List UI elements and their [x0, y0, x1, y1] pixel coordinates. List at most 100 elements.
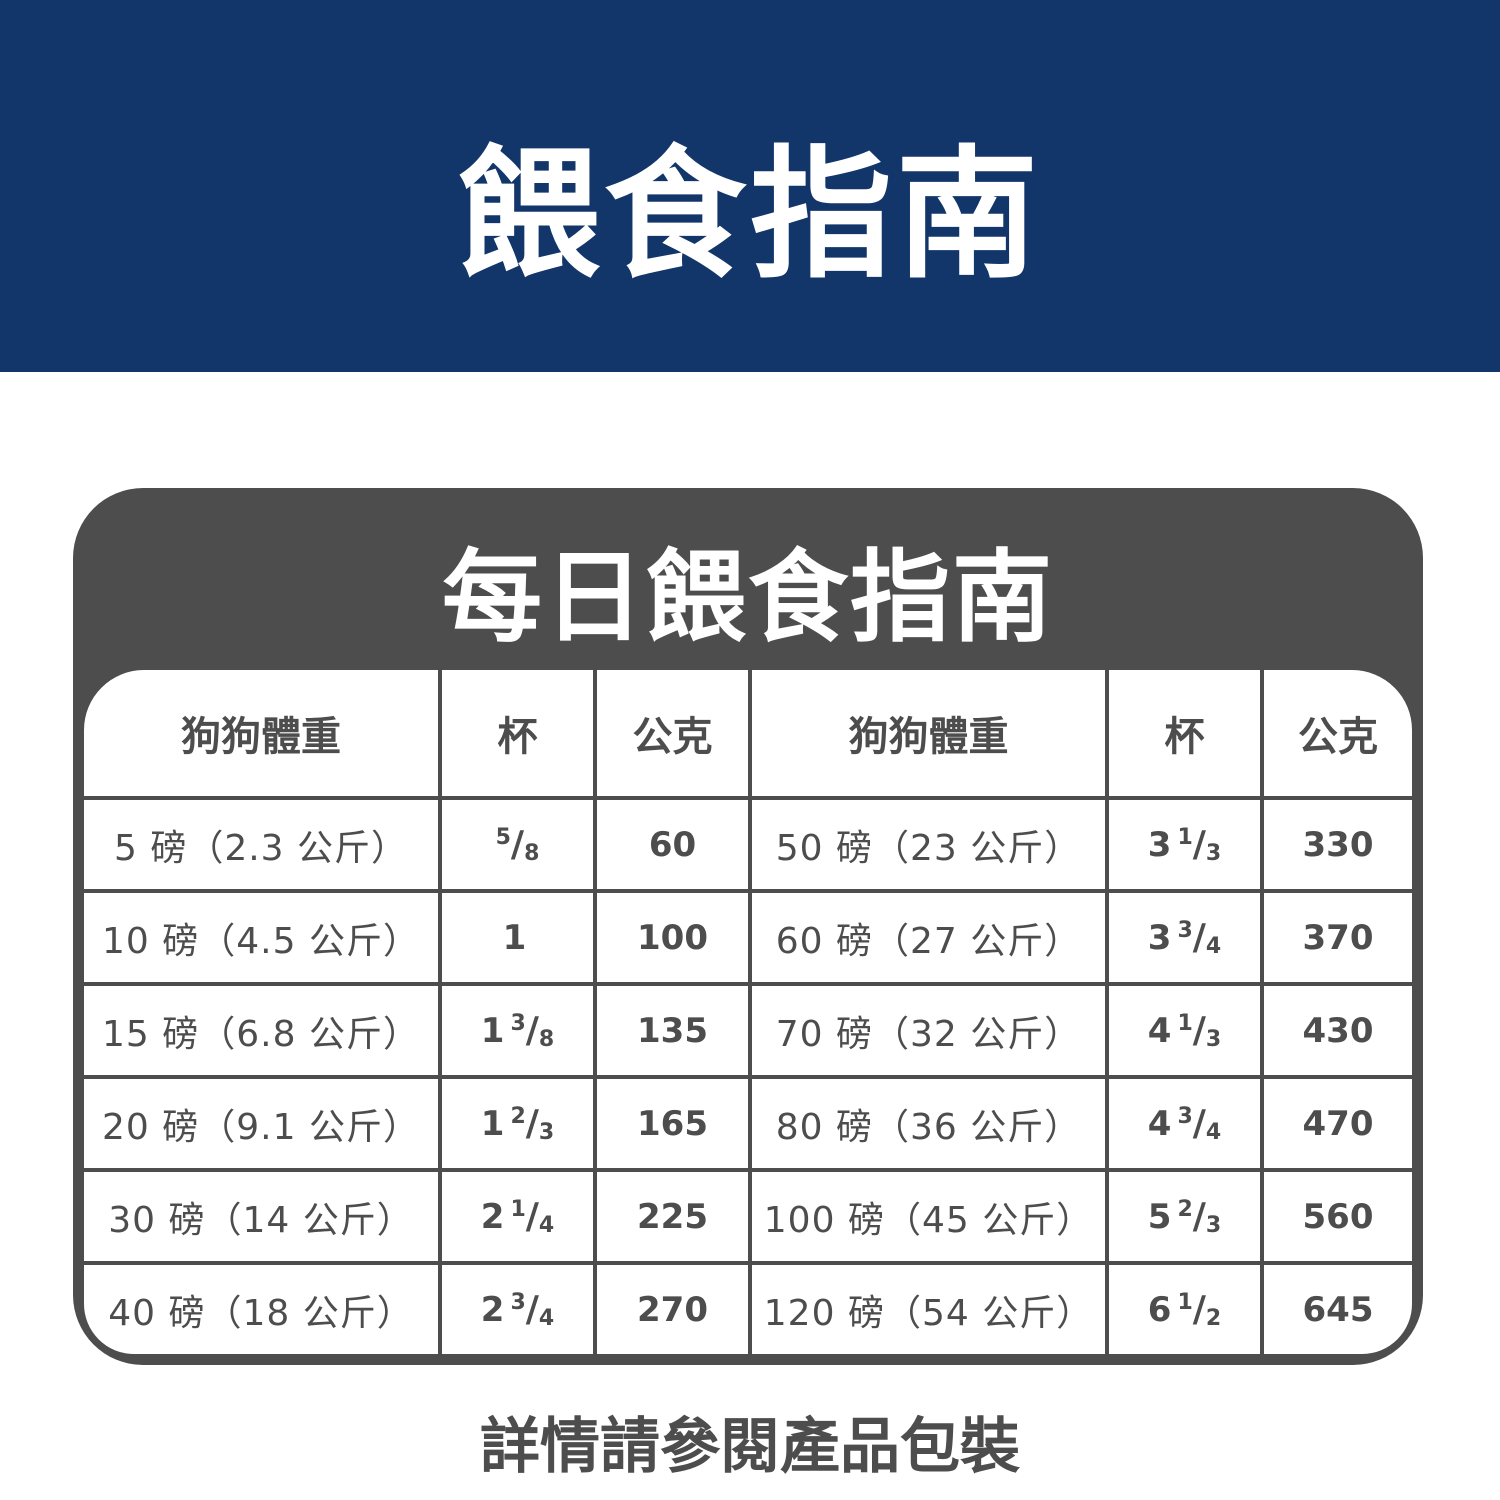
cups-cell: 3 3/4 — [1105, 889, 1264, 986]
cups-cell: 2 3/4 — [438, 1261, 597, 1354]
header-grams: 公克 — [593, 670, 752, 800]
cups-cell: 5/8 — [438, 796, 597, 893]
table-row: 40 磅（18 公斤） 2 3/4 270 120 磅（54 公斤） 6 1/2 645 — [84, 1261, 1412, 1354]
weight-cell: 50 磅（23 公斤） — [748, 796, 1109, 893]
cups-cell: 5 2/3 — [1105, 1168, 1264, 1265]
header-cups: 杯 — [1105, 670, 1264, 800]
table-row: 15 磅（6.8 公斤） 1 3/8 135 70 磅（32 公斤） 4 1/3 430 — [84, 982, 1412, 1079]
weight-cell: 5 磅（2.3 公斤） — [84, 796, 442, 893]
cup-fraction-slash: / — [525, 1009, 539, 1051]
cup-numerator: 3 — [1177, 917, 1193, 943]
cup-denominator: 4 — [1205, 1119, 1222, 1145]
cup-whole: 2 — [480, 1289, 505, 1330]
cup-whole: 1 — [480, 1010, 505, 1051]
cup-numerator: 1 — [510, 1196, 526, 1222]
header-weight: 狗狗體重 — [748, 670, 1109, 800]
weight-cell: 40 磅（18 公斤） — [84, 1261, 442, 1354]
cup-whole: 1 — [480, 1103, 505, 1144]
cup-denominator: 4 — [538, 1212, 555, 1238]
cup-whole: 1 — [502, 917, 527, 958]
feeding-guide-card: 每日餵食指南 狗狗體重 杯 公克 狗狗體重 杯 公克 5 磅（2.3 公斤） 5/… — [73, 488, 1423, 1365]
cup-numerator: 3 — [1177, 1103, 1193, 1129]
cup-fraction-slash: / — [1192, 1102, 1206, 1144]
grams-cell: 330 — [1260, 796, 1412, 893]
cup-numerator: 3 — [510, 1289, 526, 1315]
cup-whole: 6 — [1147, 1289, 1172, 1330]
table-row: 5 磅（2.3 公斤） 5/8 60 50 磅（23 公斤） 3 1/3 330 — [84, 796, 1412, 893]
cup-numerator: 1 — [1177, 1289, 1193, 1315]
header-weight: 狗狗體重 — [84, 670, 442, 800]
header-cups: 杯 — [438, 670, 597, 800]
card-title: 每日餵食指南 — [442, 539, 1054, 656]
weight-cell: 30 磅（14 公斤） — [84, 1168, 442, 1265]
cup-fraction-slash: / — [1192, 1195, 1206, 1237]
cup-denominator: 8 — [538, 1026, 555, 1052]
grams-cell: 270 — [593, 1261, 752, 1354]
cup-fraction-slash: / — [525, 1102, 539, 1144]
cups-cell: 1 3/8 — [438, 982, 597, 1079]
cup-numerator: 2 — [1177, 1196, 1193, 1222]
cup-fraction-slash: / — [1192, 1009, 1206, 1051]
grams-cell: 60 — [593, 796, 752, 893]
feeding-table: 狗狗體重 杯 公克 狗狗體重 杯 公克 5 磅（2.3 公斤） 5/8 60 50 磅… — [84, 670, 1412, 1354]
cup-whole: 3 — [1147, 824, 1172, 865]
cup-whole: 3 — [1147, 917, 1172, 958]
cup-fraction-slash: / — [510, 823, 525, 865]
cups-cell: 4 3/4 — [1105, 1075, 1264, 1172]
cup-numerator: 1 — [1177, 824, 1193, 850]
cup-denominator: 3 — [538, 1119, 555, 1145]
cups-cell: 1 — [438, 889, 597, 986]
cup-fraction-slash: / — [1192, 1288, 1206, 1330]
weight-cell: 100 磅（45 公斤） — [748, 1168, 1109, 1265]
weight-cell: 80 磅（36 公斤） — [748, 1075, 1109, 1172]
banner-title: 餵食指南 — [458, 133, 1042, 298]
cup-whole: 4 — [1147, 1010, 1172, 1051]
grams-cell: 135 — [593, 982, 752, 1079]
footer-note: 詳情請參閱產品包裝 — [480, 1412, 1020, 1482]
grams-cell: 225 — [593, 1168, 752, 1265]
grams-cell: 645 — [1260, 1261, 1412, 1354]
cup-numerator: 5 — [495, 824, 511, 850]
cup-fraction-slash: / — [525, 1195, 539, 1237]
cup-numerator: 1 — [1177, 1010, 1193, 1036]
cup-denominator: 4 — [1205, 933, 1222, 959]
grams-cell: 560 — [1260, 1168, 1412, 1265]
cups-cell: 3 1/3 — [1105, 796, 1264, 893]
cup-denominator: 2 — [1205, 1305, 1222, 1331]
cup-whole: 5 — [1147, 1196, 1172, 1237]
grams-cell: 430 — [1260, 982, 1412, 1079]
grams-cell: 470 — [1260, 1075, 1412, 1172]
cup-fraction-slash: / — [1192, 823, 1206, 865]
table-row: 30 磅（14 公斤） 2 1/4 225 100 磅（45 公斤） 5 2/3 560 — [84, 1168, 1412, 1265]
cup-fraction-slash: / — [1192, 916, 1206, 958]
weight-cell: 120 磅（54 公斤） — [748, 1261, 1109, 1354]
weight-cell: 20 磅（9.1 公斤） — [84, 1075, 442, 1172]
cup-whole: 4 — [1147, 1103, 1172, 1144]
table-row: 10 磅（4.5 公斤） 1 100 60 磅（27 公斤） 3 3/4 370 — [84, 889, 1412, 986]
cups-cell: 4 1/3 — [1105, 982, 1264, 1079]
cup-denominator: 3 — [1205, 1026, 1222, 1052]
header-grams: 公克 — [1260, 670, 1412, 800]
table-header-row: 狗狗體重 杯 公克 狗狗體重 杯 公克 — [84, 670, 1412, 800]
cup-denominator: 8 — [524, 840, 540, 866]
title-banner: 餵食指南 — [0, 0, 1500, 372]
weight-cell: 60 磅（27 公斤） — [748, 889, 1109, 986]
grams-cell: 100 — [593, 889, 752, 986]
cup-numerator: 3 — [510, 1010, 526, 1036]
weight-cell: 70 磅（32 公斤） — [748, 982, 1109, 1079]
cup-whole: 2 — [480, 1196, 505, 1237]
grams-cell: 165 — [593, 1075, 752, 1172]
cup-denominator: 3 — [1205, 1212, 1222, 1238]
weight-cell: 15 磅（6.8 公斤） — [84, 982, 442, 1079]
table-row: 20 磅（9.1 公斤） 1 2/3 165 80 磅（36 公斤） 4 3/4 470 — [84, 1075, 1412, 1172]
cup-numerator: 2 — [510, 1103, 526, 1129]
grams-cell: 370 — [1260, 889, 1412, 986]
cup-fraction-slash: / — [525, 1288, 539, 1330]
cup-denominator: 4 — [538, 1305, 555, 1331]
cups-cell: 1 2/3 — [438, 1075, 597, 1172]
weight-cell: 10 磅（4.5 公斤） — [84, 889, 442, 986]
feeding-table-container: 狗狗體重 杯 公克 狗狗體重 杯 公克 5 磅（2.3 公斤） 5/8 60 50 磅… — [84, 670, 1412, 1354]
cups-cell: 2 1/4 — [438, 1168, 597, 1265]
cups-cell: 6 1/2 — [1105, 1261, 1264, 1354]
cup-denominator: 3 — [1205, 840, 1222, 866]
